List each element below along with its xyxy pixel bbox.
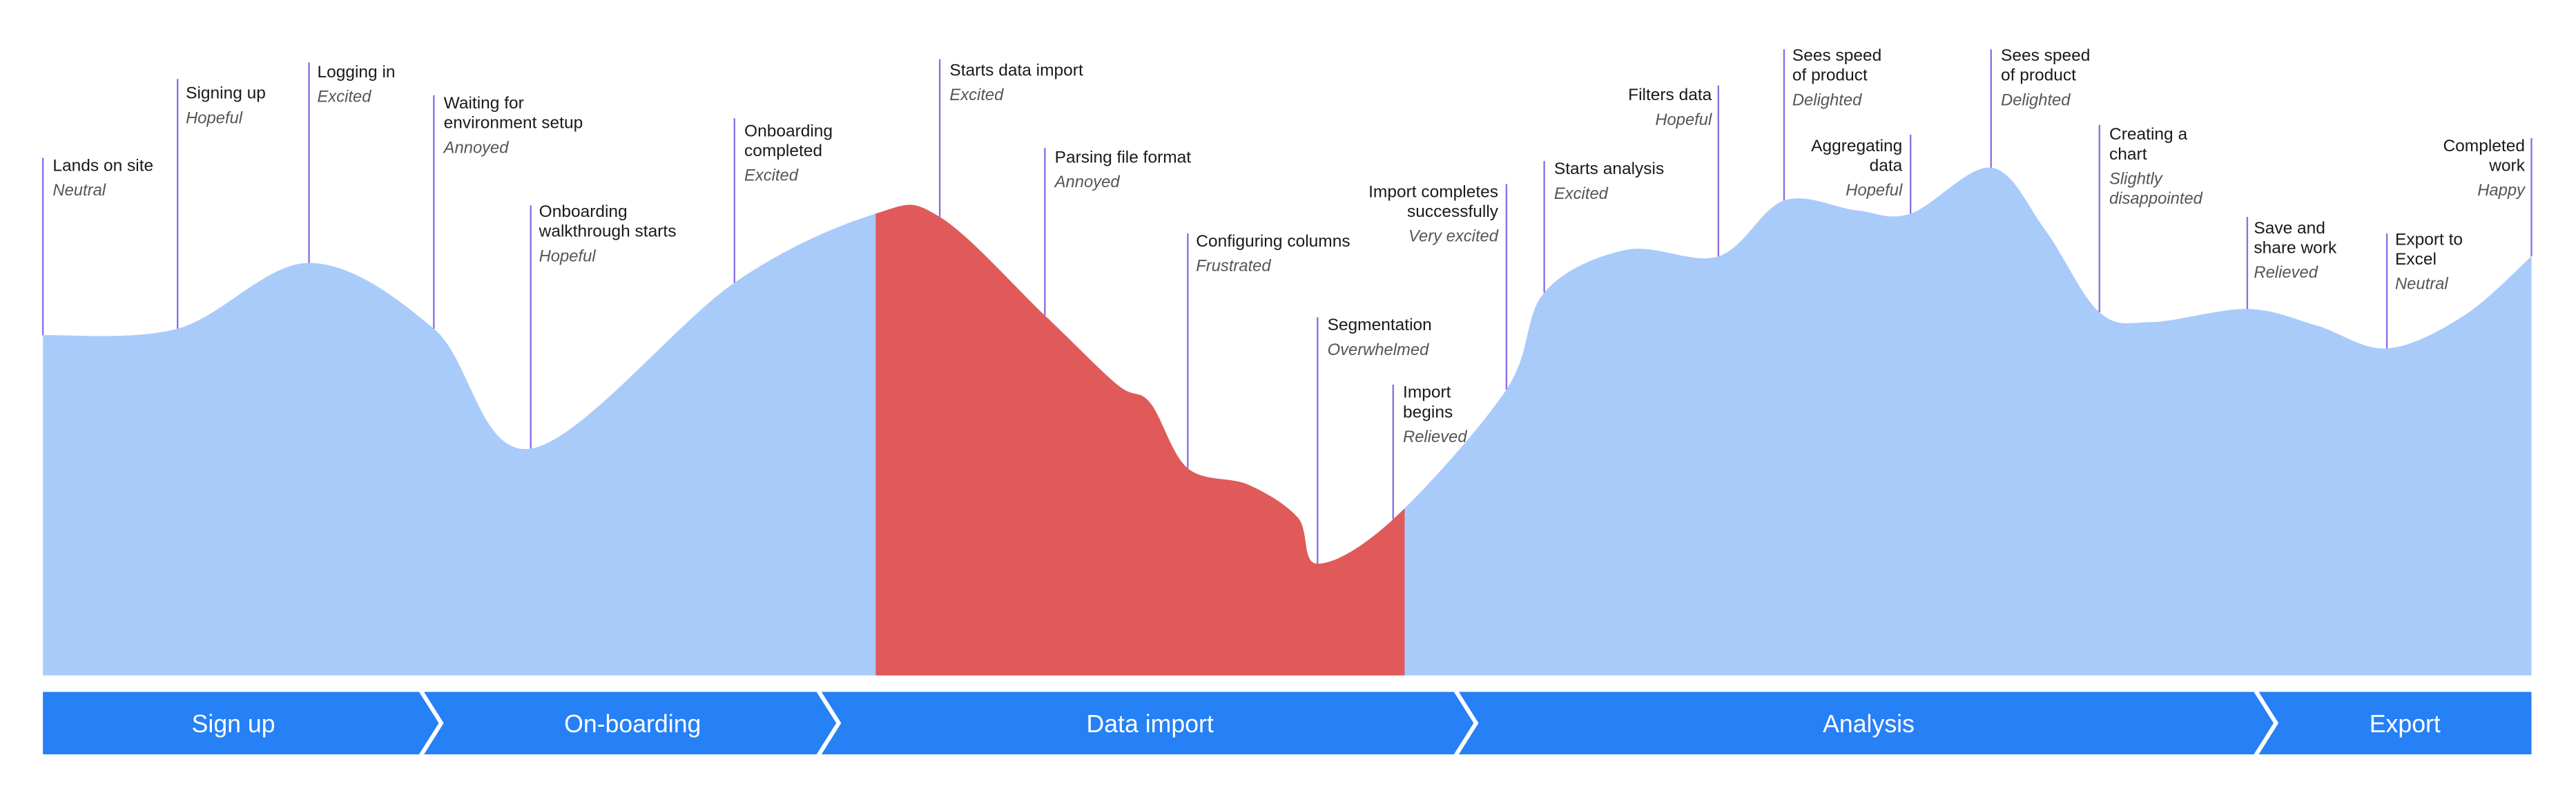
event-emotion: Neutral xyxy=(52,181,106,200)
event-title: begins xyxy=(1403,403,1453,421)
event-emotion: Delighted xyxy=(1792,90,1862,109)
phase-label: Sign up xyxy=(192,710,275,738)
event-emotion: Overwhelmed xyxy=(1328,341,1429,359)
event-title: Aggregating xyxy=(1811,137,1902,155)
event-title: Parsing file format xyxy=(1055,149,1192,167)
event-title: Sees speed xyxy=(1792,46,1881,65)
phase-band xyxy=(424,691,837,755)
phase-band xyxy=(2258,691,2532,755)
event-title: of product xyxy=(1792,66,1868,85)
event-emotion: Excited xyxy=(744,166,799,185)
phase-label: On-boarding xyxy=(564,710,701,738)
event-emotion: Relieved xyxy=(2254,263,2318,282)
event-title: of product xyxy=(2001,66,2076,85)
event-title: Save and xyxy=(2254,219,2325,238)
event-emotion: Happy xyxy=(2477,181,2526,200)
event-emotion: Relieved xyxy=(1403,428,1467,446)
event-title: Onboarding xyxy=(539,202,628,221)
event-emotion: Excited xyxy=(1554,184,1609,203)
event-title: Signing up xyxy=(186,84,266,103)
event-title: Lands on site xyxy=(52,156,153,175)
phase-band xyxy=(1458,691,2274,755)
phase-label: Export xyxy=(2370,710,2441,738)
event-emotion: Annoyed xyxy=(443,138,510,157)
event-emotion: disappointed xyxy=(2109,189,2203,208)
event-title: Creating a xyxy=(2109,125,2187,144)
event-title: Import xyxy=(1403,383,1451,402)
event-emotion: Very excited xyxy=(1408,227,1499,246)
event-title: Starts data import xyxy=(949,61,1083,79)
event-title: Starts analysis xyxy=(1554,160,1664,178)
event-title: chart xyxy=(2109,145,2147,164)
event-emotion: Hopeful xyxy=(1655,111,1712,129)
event-title: Excel xyxy=(2395,250,2437,269)
pain-area xyxy=(875,204,1405,676)
event-emotion: Slightly xyxy=(2109,169,2164,188)
event-emotion: Hopeful xyxy=(539,247,597,265)
event-title: completed xyxy=(744,142,822,160)
event-emotion: Neutral xyxy=(2395,275,2448,294)
event-title: Sees speed xyxy=(2001,46,2090,65)
phase-label: Analysis xyxy=(1823,710,1915,738)
event-title: walkthrough starts xyxy=(539,222,677,241)
event-title: Waiting for xyxy=(444,94,524,113)
phase-band xyxy=(43,691,439,755)
event-emotion: Annoyed xyxy=(1054,173,1121,191)
event-title: Import completes xyxy=(1368,182,1498,201)
event-emotion: Hopeful xyxy=(186,108,243,127)
event-title: data xyxy=(1870,156,1903,175)
event-title: Filters data xyxy=(1628,86,1712,104)
event-title: successfully xyxy=(1407,202,1499,221)
event-title: Configuring columns xyxy=(1196,232,1350,251)
event-title: Logging in xyxy=(317,63,395,82)
event-title: share work xyxy=(2254,238,2337,257)
event-title: Export to xyxy=(2395,230,2463,249)
emotion-curve xyxy=(43,167,2532,676)
event-title: work xyxy=(2488,156,2525,175)
event-emotion: Excited xyxy=(949,86,1004,104)
event-emotion: Hopeful xyxy=(1846,181,1903,200)
phase-label: Data import xyxy=(1086,710,1213,738)
event-title: environment setup xyxy=(444,114,583,133)
event-title: Onboarding xyxy=(744,122,833,140)
event-emotion: Excited xyxy=(317,88,371,106)
event-emotion: Frustrated xyxy=(1196,257,1271,276)
event-emotion: Delighted xyxy=(2001,90,2071,109)
event-title: Segmentation xyxy=(1328,316,1432,334)
phase-band xyxy=(821,691,1474,755)
event-title: Completed xyxy=(2443,137,2524,155)
